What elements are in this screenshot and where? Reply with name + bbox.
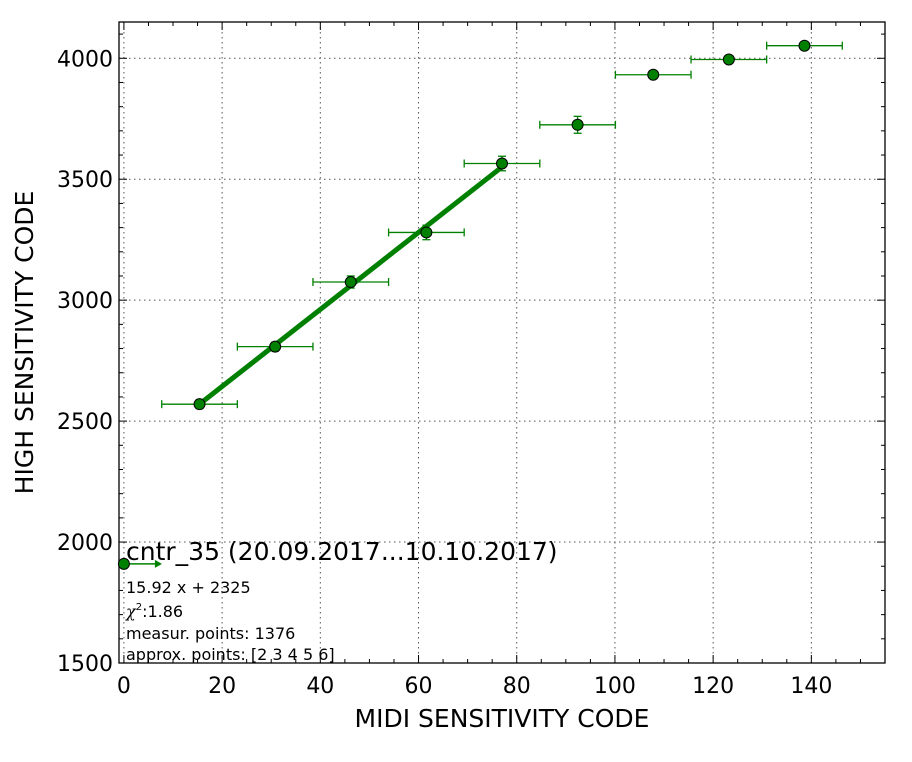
y-tick-label: 2000: [57, 531, 113, 556]
x-tick-label: 80: [503, 674, 531, 699]
data-point: [798, 39, 811, 52]
data-point: [420, 226, 433, 239]
legend-point: [117, 557, 130, 570]
y-axis-title: HIGH SENSITIVITY CODE: [10, 191, 39, 495]
x-tick-label: 120: [692, 674, 734, 699]
annotation-box: cntr_35 (20.09.2017...10.10.2017) 15.92 …: [125, 537, 558, 664]
annotation-approx-points: approx. points: [2 3 4 5 6]: [126, 645, 335, 664]
x-tick-label: 60: [405, 674, 433, 699]
y-tick-labels: 1500 2000 2500 3000 3500 4000: [57, 47, 113, 677]
data-point-group: [463, 155, 541, 172]
data-point-group: [690, 53, 768, 66]
x-tick-label: 100: [594, 674, 636, 699]
data-point: [722, 53, 735, 66]
x-tick-label: 140: [790, 674, 832, 699]
data-point-group: [387, 224, 465, 241]
x-tick-label: 0: [117, 674, 131, 699]
data-point: [496, 157, 508, 170]
data-point: [647, 68, 660, 81]
annotation-chi-square: χ2:1.86: [125, 602, 183, 621]
data-point: [193, 398, 206, 411]
chi-superscript: 2: [136, 602, 142, 613]
chi-value: :1.86: [142, 602, 183, 621]
annotation-equation: 15.92 x + 2325: [126, 578, 251, 597]
legend-arrow-head: [154, 559, 162, 568]
minor-ticks: [119, 22, 885, 664]
y-tick-label: 4000: [57, 47, 113, 72]
x-tick-labels: 0 20 40 60 80 100 120 140: [117, 674, 832, 699]
legend-marker: [117, 557, 162, 570]
annotation-measur-points: measur. points: 1376: [126, 624, 295, 643]
x-tick-label: 20: [208, 674, 236, 699]
data-point-group: [614, 68, 692, 81]
y-tick-label: 1500: [57, 652, 113, 677]
data-point: [571, 118, 584, 131]
plot-area-frame: [118, 21, 886, 664]
y-tick-label: 3500: [57, 168, 113, 193]
grid-lines: [119, 22, 885, 664]
data-points: [161, 39, 843, 411]
y-tick-label: 3000: [57, 289, 113, 314]
y-tick-label: 2500: [57, 410, 113, 435]
data-point-group: [312, 275, 390, 289]
annotation-title: cntr_35 (20.09.2017...10.10.2017): [126, 537, 558, 566]
data-point-group: [766, 39, 843, 52]
chi-symbol: χ: [125, 602, 137, 621]
x-axis-title: MIDI SENSITIVITY CODE: [355, 704, 650, 733]
x-tick-label: 40: [306, 674, 334, 699]
data-point-group: [236, 340, 314, 353]
data-point-group: [161, 398, 238, 411]
data-point-group: [539, 115, 617, 134]
data-point: [344, 276, 357, 289]
data-point: [269, 340, 282, 353]
